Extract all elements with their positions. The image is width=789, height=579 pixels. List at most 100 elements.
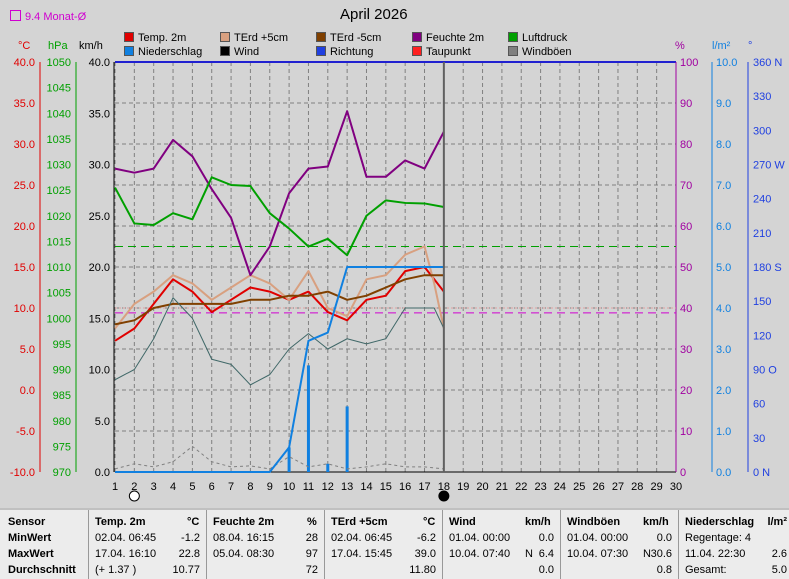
wind-tick-label: 20.0 xyxy=(89,262,110,274)
temp-tick-label: -5.0 xyxy=(16,426,35,438)
humidity-tick-label: 10 xyxy=(680,426,692,438)
x-tick-label: 30 xyxy=(670,481,682,493)
humidity-max-value: 97 xyxy=(305,548,318,560)
rain-tick-label: 8.0 xyxy=(716,139,731,151)
legend-item-9[interactable]: Windböen xyxy=(508,46,572,58)
x-tick-label: 1 xyxy=(112,481,118,493)
temp-max-time: 17.04. 16:10 xyxy=(95,548,157,560)
humidity-tick-label: 40 xyxy=(680,303,692,315)
legend-swatch xyxy=(124,46,134,56)
wind-max-dir: N xyxy=(525,548,533,560)
x-tick-label: 4 xyxy=(170,481,176,493)
gust-min-time: 01.04. 00:00 xyxy=(567,532,629,544)
gust-max-dir: N xyxy=(643,548,651,560)
header-sensor: Sensor xyxy=(8,516,46,528)
pressure-tick-label: 1005 xyxy=(47,288,71,300)
legend-swatch xyxy=(220,46,230,56)
wind-tick-label: 10.0 xyxy=(89,365,110,377)
legend-label: Feuchte 2m xyxy=(426,32,485,44)
header-wind-unit: km/h xyxy=(525,516,551,528)
temp-avg-delta: (+ 1.37 ) xyxy=(95,564,137,576)
rain-tick-label: 1.0 xyxy=(716,426,731,438)
rain-bar xyxy=(345,406,349,472)
humidity-stats: Feuchte 2m% 08.04. 16:15 28 05.04. 08:30 9… xyxy=(206,510,324,579)
x-tick-label: 28 xyxy=(631,481,643,493)
humidity-max-time: 05.04. 08:30 xyxy=(213,548,275,560)
pressure-tick-label: 1050 xyxy=(47,57,71,69)
x-tick-label: 22 xyxy=(515,481,527,493)
temp-tick-label: -10.0 xyxy=(10,467,35,479)
legend-swatch xyxy=(508,46,518,56)
rain-bar xyxy=(287,447,291,472)
direction-tick-label: 330 xyxy=(753,91,771,103)
legend-item-3[interactable]: Feuchte 2m xyxy=(412,32,484,44)
x-tick-label: 19 xyxy=(457,481,469,493)
pressure-unit-label: hPa xyxy=(48,40,68,52)
month-average-label[interactable]: 9.4 Monat-Ø xyxy=(10,10,86,23)
legend-swatch xyxy=(316,32,326,42)
rain-tick-label: 7.0 xyxy=(716,180,731,192)
legend-item-6[interactable]: Wind xyxy=(220,46,259,58)
pressure-tick-label: 995 xyxy=(53,339,71,351)
x-tick-label: 6 xyxy=(209,481,215,493)
pressure-tick-label: 1035 xyxy=(47,134,71,146)
x-tick-label: 12 xyxy=(322,481,334,493)
wind-min-value: 0.0 xyxy=(538,532,554,544)
soil-max-value: 39.0 xyxy=(414,548,436,560)
legend-item-1[interactable]: TErd +5cm xyxy=(220,32,288,44)
legend-item-8[interactable]: Taupunkt xyxy=(412,46,471,58)
humidity-tick-label: 80 xyxy=(680,139,692,151)
pressure-tick-label: 1015 xyxy=(47,236,71,248)
header-humidity-unit: % xyxy=(307,516,317,528)
legend-swatch xyxy=(412,46,422,56)
rain-tick-label: 0.0 xyxy=(716,467,731,479)
pressure-tick-label: 1000 xyxy=(47,313,71,325)
pressure-tick-label: 990 xyxy=(53,365,71,377)
legend-item-7[interactable]: Richtung xyxy=(316,46,373,58)
header-gust-unit: km/h xyxy=(643,516,669,528)
series-line-terd-5cm xyxy=(114,274,444,326)
temp-tick-label: 10.0 xyxy=(14,303,35,315)
average-checkbox[interactable] xyxy=(10,10,21,21)
temp-max-value: 22.8 xyxy=(178,548,200,560)
x-tick-label: 7 xyxy=(228,481,234,493)
rain-tick-label: 10.0 xyxy=(716,57,737,69)
direction-tick-label: 360 N xyxy=(753,57,782,69)
series-line-luftdruck xyxy=(114,176,445,257)
x-tick-label: 29 xyxy=(651,481,663,493)
header-rain: Niederschlag xyxy=(685,516,755,528)
x-tick-label: 21 xyxy=(496,481,508,493)
average-text: 9.4 Monat-Ø xyxy=(25,11,87,23)
pressure-tick-label: 1040 xyxy=(47,108,71,120)
legend-label: Windböen xyxy=(522,46,572,58)
soil-min-value: -6.2 xyxy=(417,532,436,544)
legend-item-5[interactable]: Niederschlag xyxy=(124,46,202,58)
legend-item-0[interactable]: Temp. 2m xyxy=(124,32,186,44)
legend-item-4[interactable]: Luftdruck xyxy=(508,32,567,44)
pressure-tick-label: 970 xyxy=(53,467,71,479)
legend-item-2[interactable]: TErd -5cm xyxy=(316,32,381,44)
x-tick-label: 17 xyxy=(418,481,430,493)
x-tick-label: 14 xyxy=(360,481,372,493)
statistics-table: Sensor MinWert MaxWert Durchschnitt Temp… xyxy=(0,510,789,579)
x-tick-label: 5 xyxy=(189,481,195,493)
wind-unit-label: km/h xyxy=(79,40,103,52)
direction-tick-label: 210 xyxy=(753,228,771,240)
temp-min-value: -1.2 xyxy=(181,532,200,544)
pressure-tick-label: 985 xyxy=(53,390,71,402)
header-temp-unit: °C xyxy=(187,516,200,528)
legend-swatch xyxy=(508,32,518,42)
humidity-tick-label: 60 xyxy=(680,221,692,233)
rain-tick-label: 2.0 xyxy=(716,385,731,397)
humidity-tick-label: 90 xyxy=(680,98,692,110)
humidity-tick-label: 100 xyxy=(680,57,698,69)
series-line-terd-5cm xyxy=(114,245,445,330)
soil-max-time: 17.04. 15:45 xyxy=(331,548,393,560)
temp-avg-value: 10.77 xyxy=(172,564,200,576)
direction-tick-label: 0 N xyxy=(753,467,770,479)
x-tick-label: 8 xyxy=(247,481,253,493)
x-tick-label: 2 xyxy=(131,481,137,493)
rain-tick-label: 6.0 xyxy=(716,221,731,233)
pressure-tick-label: 980 xyxy=(53,416,71,428)
pressure-tick-label: 1010 xyxy=(47,262,71,274)
